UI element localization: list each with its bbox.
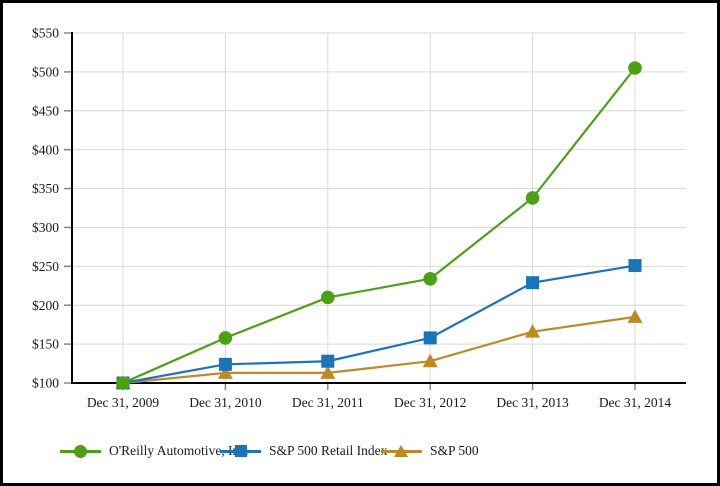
x-axis-tick-label: Dec 31, 2010 <box>189 395 262 410</box>
x-axis-tick-label: Dec 31, 2009 <box>87 395 160 410</box>
square-data-point-marker <box>526 276 540 290</box>
y-axis-tick-label: $550 <box>32 26 59 41</box>
triangle-data-point-marker <box>627 309 643 323</box>
y-axis-tick-label: $350 <box>32 181 59 196</box>
y-axis-tick-label: $250 <box>32 259 59 274</box>
y-axis-tick-label: $300 <box>32 220 59 235</box>
y-axis-tick-label: $100 <box>32 376 59 391</box>
square-data-point-marker <box>218 357 232 371</box>
legend-label-oreilly: O'Reilly Automotive, Inc. <box>109 443 249 458</box>
x-axis-tick-label: Dec 31, 2012 <box>394 395 466 410</box>
legend-item-sp500: S&P 500 <box>381 438 479 464</box>
stock-performance-chart: $100 $150 $200 $250 $300 $350 $400 $450 $500 $550… <box>32 26 686 410</box>
series-line-0 <box>122 67 636 385</box>
y-axis-tick-label: $500 <box>32 64 59 79</box>
circle-data-point-marker <box>218 331 233 345</box>
circle-data-point-marker <box>321 290 335 305</box>
circle-data-point-marker <box>525 191 540 205</box>
triangle-data-point-marker <box>422 353 438 368</box>
legend-item-oreilly: O'Reilly Automotive, Inc. <box>60 438 249 464</box>
y-axis-tick-label: $450 <box>32 103 59 118</box>
legend: O'Reilly Automotive, Inc. S&P 500 Retail… <box>3 438 717 466</box>
circle-data-point-marker <box>116 376 130 390</box>
y-axis-tick-label: $400 <box>32 142 59 157</box>
y-axis-tick-label: $150 <box>32 337 59 352</box>
square-marker-icon <box>234 445 247 457</box>
square-data-point-marker <box>628 259 642 273</box>
x-axis-tick-label: Dec 31, 2014 <box>599 395 672 410</box>
series-line-2 <box>122 315 636 385</box>
legend-sample <box>60 443 101 459</box>
legend-label-sp500: S&P 500 <box>430 443 479 458</box>
circle-marker-icon <box>74 444 87 458</box>
series-line-1 <box>122 264 636 385</box>
legend-item-sp500-retail: S&P 500 Retail Index <box>220 438 387 464</box>
legend-sample <box>220 443 261 459</box>
triangle-marker-icon <box>394 445 408 457</box>
triangle-data-point-marker <box>217 365 233 379</box>
circle-data-point-marker <box>628 61 642 75</box>
square-data-point-marker <box>321 354 335 368</box>
square-data-point-marker <box>423 331 437 345</box>
circle-data-point-marker <box>423 271 438 286</box>
triangle-data-point-marker <box>525 324 541 338</box>
y-axis-tick-label: $200 <box>32 298 59 313</box>
legend-label-sp500-retail: S&P 500 Retail Index <box>269 443 388 458</box>
triangle-data-point-marker <box>320 365 336 379</box>
x-axis-tick-label: Dec 31, 2011 <box>292 395 364 410</box>
legend-sample <box>381 443 422 459</box>
x-axis-tick-label: Dec 31, 2013 <box>496 395 569 410</box>
